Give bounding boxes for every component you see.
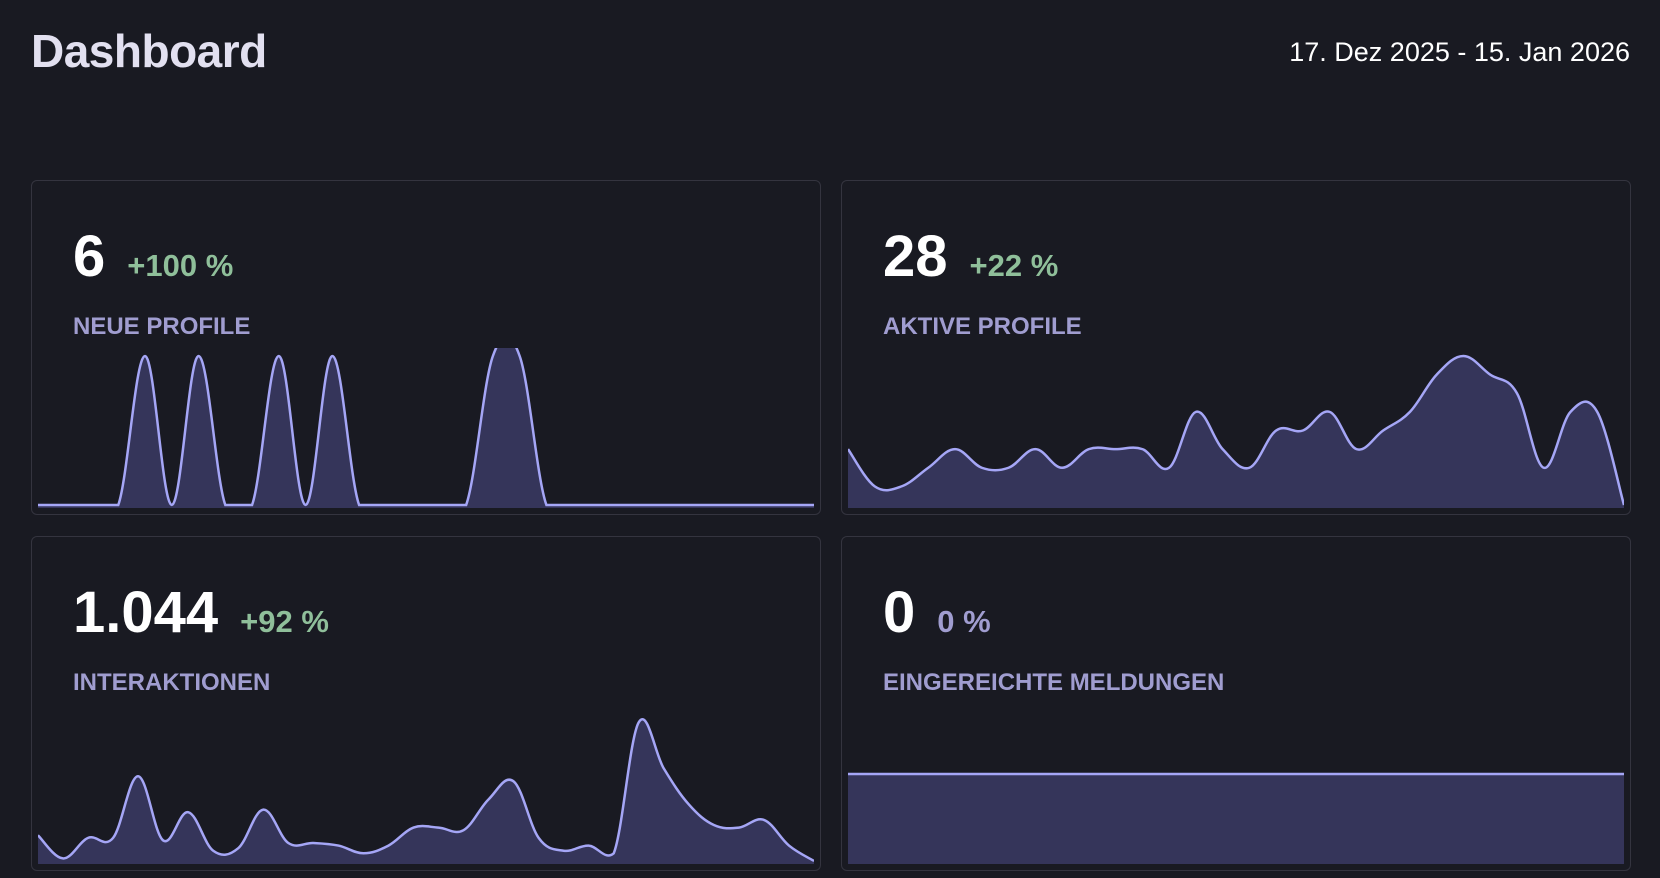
- metric-value: 28: [883, 224, 948, 289]
- page-title: Dashboard: [31, 25, 267, 77]
- sparkline-area: [848, 356, 1624, 508]
- metric-card-new-profiles[interactable]: 6 +100 % NEUE PROFILE: [31, 180, 821, 515]
- metric-change: +92 %: [240, 604, 329, 639]
- sparkline-line: [38, 718, 814, 863]
- metric-change: +22 %: [969, 248, 1059, 283]
- sparkline-chart: [38, 348, 814, 508]
- metric-value: 1.044: [73, 580, 219, 645]
- sparkline-chart: [848, 772, 1624, 864]
- sparkline-area: [38, 348, 814, 508]
- metric-row: 0 0 %: [883, 579, 991, 646]
- metric-card-submitted-reports[interactable]: 0 0 % EINGEREICHTE MELDUNGEN: [841, 536, 1631, 871]
- metric-card-active-profiles[interactable]: 28 +22 % AKTIVE PROFILE: [841, 180, 1631, 515]
- sparkline-line: [38, 348, 814, 507]
- metric-row: 28 +22 %: [883, 223, 1058, 290]
- date-range[interactable]: 17. Dez 2025 - 15. Jan 2026: [1289, 37, 1630, 67]
- metric-label: EINGEREICHTE MELDUNGEN: [883, 669, 1225, 696]
- metric-value: 6: [73, 224, 106, 289]
- metric-row: 1.044 +92 %: [73, 579, 329, 646]
- metric-change: +100 %: [127, 248, 234, 283]
- sparkline-chart: [848, 354, 1624, 508]
- metric-label: AKTIVE PROFILE: [883, 313, 1082, 340]
- sparkline-chart: [38, 718, 814, 864]
- sparkline-area: [848, 774, 1624, 864]
- metric-value: 0: [883, 580, 916, 645]
- metric-label: NEUE PROFILE: [73, 313, 251, 340]
- metric-change: 0 %: [937, 604, 991, 639]
- metric-card-interactions[interactable]: 1.044 +92 % INTERAKTIONEN: [31, 536, 821, 871]
- sparkline-line: [848, 354, 1624, 506]
- metric-row: 6 +100 %: [73, 223, 233, 290]
- metric-label: INTERAKTIONEN: [73, 669, 271, 696]
- sparkline-area: [38, 719, 814, 864]
